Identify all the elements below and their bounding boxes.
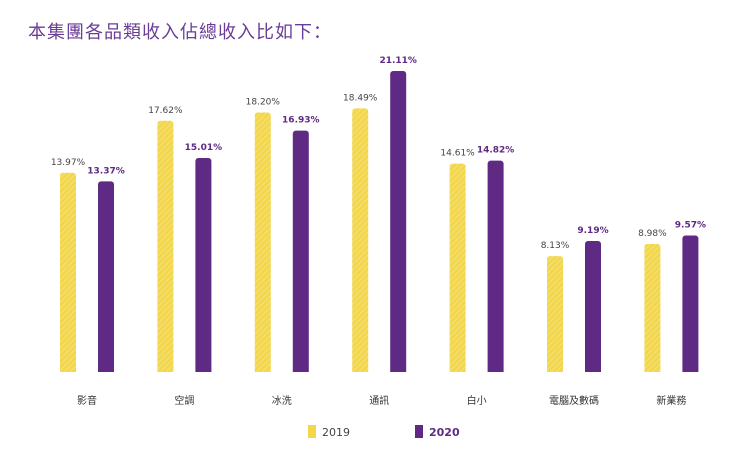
data-label: 9.19%: [577, 226, 608, 236]
legend-label: 2019: [322, 426, 350, 439]
bar-2020-0: [98, 181, 114, 376]
data-label: 18.49%: [343, 93, 378, 103]
bar-2020-4: [487, 160, 504, 376]
x-tick-label: 通訊: [369, 394, 389, 407]
bar-2020-5: [585, 240, 601, 376]
data-label: 21.11%: [379, 56, 417, 66]
bar-2019-6: [644, 243, 661, 376]
data-label: 8.13%: [541, 241, 570, 251]
bar-2020-2: [292, 130, 309, 376]
legend-label: 2020: [429, 426, 460, 439]
bar-2019-2: [254, 112, 271, 376]
bar-2019-4: [449, 163, 466, 376]
data-label: 14.82%: [477, 146, 515, 156]
x-tick-label: 白小: [467, 394, 487, 407]
x-tick-label: 空調: [174, 394, 194, 407]
legend-swatch-2019: [308, 425, 316, 438]
baseline-mask: [40, 372, 740, 382]
data-label: 16.93%: [282, 116, 320, 126]
bar-2019-1: [157, 120, 174, 377]
x-tick-label: 影音: [77, 394, 97, 407]
data-label: 8.98%: [638, 229, 667, 239]
x-tick-label: 冰洗: [272, 394, 292, 407]
chart-title: 本集團各品類收入佔總收入比如下：: [28, 22, 332, 43]
data-label: 18.20%: [246, 97, 281, 107]
bar-2020-6: [682, 235, 699, 376]
data-label: 13.37%: [87, 166, 125, 176]
x-tick-label: 新業務: [656, 394, 686, 407]
legend-swatch-2020: [415, 425, 423, 438]
data-label: 17.62%: [148, 106, 183, 116]
bar-2019-5: [547, 256, 563, 376]
data-label: 9.57%: [675, 221, 706, 231]
bar-2020-3: [390, 71, 407, 376]
data-label: 15.01%: [185, 143, 223, 153]
data-label: 14.61%: [440, 149, 475, 159]
x-tick-label: 電腦及數碼: [549, 394, 599, 407]
bar-2019-0: [60, 172, 76, 376]
bar-2019-3: [352, 108, 369, 376]
bar-2020-1: [195, 157, 212, 376]
data-label: 13.97%: [51, 158, 86, 168]
